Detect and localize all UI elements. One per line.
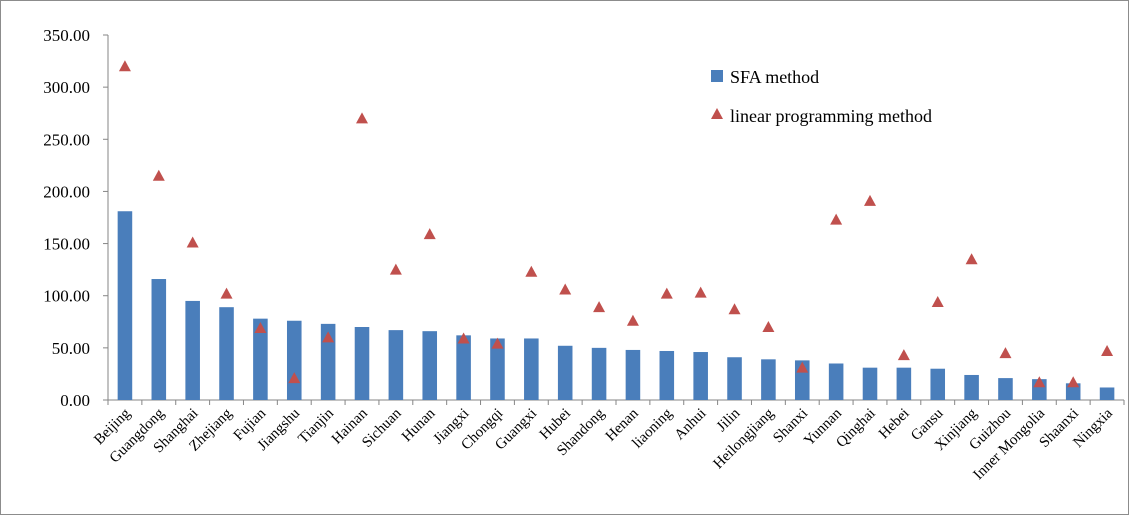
lp-marker (931, 295, 944, 307)
y-tick-label: 100.00 (43, 287, 90, 306)
x-category-label: Sichuan (359, 405, 405, 451)
lp-marker (1101, 344, 1114, 356)
lp-marker (288, 372, 301, 384)
lp-marker (999, 347, 1012, 359)
lp-marker (864, 194, 876, 206)
y-tick-label: 300.00 (43, 78, 90, 97)
y-tick-label: 200.00 (43, 182, 90, 201)
x-category-label: Jilin (714, 405, 744, 435)
sfa-bar (761, 359, 776, 400)
legend: SFA method linear programming method (711, 67, 932, 126)
lp-marker (152, 169, 165, 181)
lp-marker (626, 314, 639, 326)
lp-marker (593, 301, 606, 313)
lp-marker (423, 228, 436, 240)
lp-marker (1033, 376, 1046, 388)
sfa-bar (253, 318, 268, 400)
lp-marker (389, 263, 402, 275)
lp-marker (762, 321, 775, 332)
sfa-bar (964, 374, 979, 400)
sfa-bar (354, 327, 370, 400)
sfa-bar (185, 300, 200, 400)
lp-marker (186, 236, 199, 248)
lp-marker (322, 331, 335, 343)
sfa-bar (422, 331, 438, 400)
sfa-bar (557, 345, 573, 400)
lp-markers (118, 60, 1114, 388)
sfa-bar (456, 335, 471, 400)
sfa-bars (117, 211, 1115, 400)
sfa-bar (828, 363, 844, 400)
sfa-bar (659, 350, 675, 400)
sfa-bar (117, 211, 133, 400)
sfa-bar (524, 338, 539, 400)
lp-marker (220, 287, 233, 299)
lp-marker (491, 337, 504, 349)
sfa-bar (862, 367, 878, 400)
lp-marker (356, 112, 368, 124)
lp-marker (694, 286, 707, 298)
lp-marker (525, 265, 538, 277)
y-tick-label: 150.00 (43, 235, 90, 254)
x-category-label: Tianjin (295, 405, 337, 447)
x-axis: BeijingGuangdongShanghaiZhejiangFujianJi… (91, 399, 1125, 483)
x-category-label: Anhui (672, 406, 710, 444)
lp-marker (559, 283, 572, 295)
sfa-bar (693, 352, 708, 400)
y-tick-label: 50.00 (52, 339, 90, 358)
legend-label-sfa: SFA method (730, 67, 819, 87)
sfa-bar (1065, 383, 1081, 400)
sfa-bar (388, 330, 404, 400)
lp-marker (254, 322, 267, 334)
lp-marker (728, 303, 741, 315)
y-tick-label: 350.00 (43, 26, 90, 45)
x-category-label: Heilongjiang (711, 405, 778, 472)
legend-marker-lp (711, 108, 723, 119)
x-category-label: Hebei (876, 406, 913, 443)
lp-marker (1067, 376, 1080, 388)
lp-marker (457, 332, 470, 344)
legend-label-lp: linear programming method (730, 106, 932, 126)
legend-swatch-sfa (711, 70, 723, 82)
lp-marker (660, 287, 673, 299)
sfa-bar (591, 347, 607, 400)
sfa-bar (490, 338, 505, 400)
sfa-bar (998, 378, 1013, 400)
sfa-bar (896, 367, 912, 400)
y-axis: 0.00 50.00 100.00 150.00 200.00 250.00 300.00 3… (43, 26, 109, 410)
lp-marker (118, 60, 131, 72)
sfa-bar (151, 279, 167, 400)
sfa-bar (320, 323, 336, 400)
sfa-bar (286, 320, 302, 400)
sfa-bar (625, 349, 641, 400)
lp-marker (830, 213, 843, 225)
sfa-bar (727, 357, 742, 400)
y-tick-label: 250.00 (43, 130, 90, 149)
sfa-bar (930, 368, 946, 400)
lp-marker (897, 349, 910, 361)
lp-marker (965, 253, 978, 265)
lp-marker (796, 361, 809, 373)
sfa-bar (1099, 387, 1115, 400)
sfa-bar (219, 307, 234, 400)
y-tick-label: 0.00 (60, 391, 90, 410)
